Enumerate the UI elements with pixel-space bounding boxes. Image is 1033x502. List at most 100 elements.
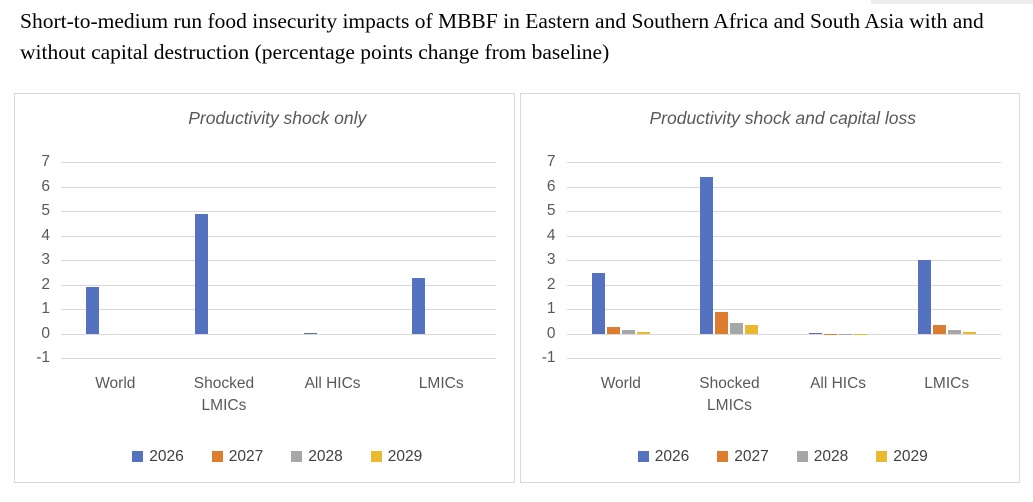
- bars-shocked-lmics: [194, 162, 253, 358]
- y-axis-tick-1: 1: [546, 300, 556, 318]
- gridline-0: [61, 333, 496, 335]
- gridline-2: [566, 284, 1001, 286]
- category-label-text: World: [95, 375, 136, 393]
- bar-2026-all-hics: [809, 332, 823, 334]
- legend-item-2026: 2026: [637, 447, 690, 466]
- legend-swatch-2026: [132, 451, 144, 463]
- gridline-6: [566, 186, 1001, 188]
- category-label-text: LMICs: [418, 375, 464, 393]
- bar-2027-all-hics: [824, 333, 838, 336]
- category-label-shocked-lmics: Shocked LMICs: [170, 373, 279, 416]
- category-group-world: [61, 162, 170, 358]
- legend-swatch-2028: [796, 451, 808, 463]
- legend-swatch-2027: [211, 451, 223, 463]
- legend-item-2029: 2029: [876, 448, 928, 466]
- gridline-5: [566, 211, 1001, 213]
- legend-label-2028: 2028: [813, 447, 849, 465]
- x-axis-category-labels: World Shocked LMICs All HICs LMICs: [61, 373, 496, 416]
- bar-2028-shocked-lmics: [730, 322, 744, 334]
- y-axis-tick-6: 6: [41, 177, 50, 195]
- y-axis-tick-3: 3: [41, 251, 50, 269]
- chart-productivity-shock-and-capital-loss: Productivity shock and capital loss 7 6 5 4…: [519, 93, 1020, 484]
- gridline-3: [61, 260, 496, 262]
- y-axis-tick-1: 1: [41, 300, 50, 318]
- category-label-text: All HICs: [810, 375, 867, 393]
- category-label-text: Shocked LMICs: [699, 375, 760, 415]
- category-group-shocked-lmics: [675, 162, 784, 358]
- category-group-lmics: [892, 162, 1001, 358]
- legend-item-2026: 2026: [132, 447, 184, 466]
- bar-2027-lmics: [932, 325, 946, 334]
- bar-2029-all-hics: [854, 333, 868, 335]
- bars-all-hics: [303, 162, 362, 358]
- bar-2026-lmics: [412, 277, 426, 334]
- y-axis-tick-4: 4: [546, 226, 556, 244]
- legend-swatch-2027: [717, 451, 729, 463]
- category-label-all-hics: All HICs: [278, 373, 387, 416]
- bars-world: [86, 162, 144, 358]
- y-axis-tick-2: 2: [41, 275, 50, 293]
- legend-label-2027: 2027: [734, 447, 769, 465]
- category-label-text: All HICs: [304, 375, 361, 393]
- legend-label-2029: 2029: [387, 447, 423, 465]
- plot-area: 7 6 5 4 3 2 1 0 -1: [36, 153, 496, 366]
- y-axis-tick-3: 3: [546, 251, 556, 269]
- bars-lmics: [917, 162, 976, 358]
- x-axis-category-labels: World Shocked LMICs All HICs LMICs: [567, 373, 1002, 416]
- figure-title: Short-to-medium run food insecurity impa…: [20, 9, 984, 64]
- gridline-7: [566, 162, 1001, 164]
- category-label-all-hics: All HICs: [784, 373, 893, 416]
- bars-lmics: [412, 162, 470, 358]
- gridline-4: [566, 235, 1001, 237]
- legend: 2026 2027 2028 2029: [59, 448, 496, 466]
- bars-shocked-lmics: [700, 162, 759, 358]
- y-axis-tick-5: 5: [546, 202, 556, 220]
- gridline-3: [566, 260, 1001, 262]
- bar-2028-all-hics: [839, 333, 853, 336]
- bar-2026-world: [86, 287, 100, 334]
- y-axis-tick-0: 0: [546, 324, 556, 342]
- legend-item-2027: 2027: [717, 447, 769, 466]
- legend: 2026 2027 2028 2029: [565, 448, 1002, 466]
- plot-area: 7 6 5 4 3 2 1 0 -1: [542, 153, 1001, 366]
- legend-swatch-2026: [637, 451, 649, 463]
- chart-title: Productivity shock and capital loss: [649, 108, 917, 129]
- bar-2026-world: [591, 272, 605, 334]
- legend-label-2026: 2026: [149, 447, 184, 465]
- category-label-world: World: [61, 373, 170, 416]
- category-label-text: LMICs: [924, 375, 970, 393]
- y-axis-tick-6: 6: [546, 177, 556, 195]
- legend-item-2028: 2028: [291, 448, 343, 466]
- category-label-shocked-lmics: Shocked LMICs: [675, 373, 784, 416]
- gridline-6: [61, 186, 496, 188]
- category-label-lmics: LMICs: [892, 373, 1001, 416]
- chart-productivity-shock-only: Productivity shock only 7 6 5 4 3 2 1 0 -1 World…: [14, 93, 515, 484]
- window-edge-artifact: [871, 0, 1033, 4]
- bar-2029-shocked-lmics: [745, 325, 759, 334]
- bars-all-hics: [809, 162, 868, 358]
- category-group-lmics: [387, 162, 496, 358]
- chart-title: Productivity shock only: [188, 108, 367, 129]
- legend-item-2028: 2028: [796, 447, 849, 466]
- y-axis-tick-4: 4: [41, 226, 50, 244]
- legend-swatch-2028: [291, 451, 303, 463]
- y-axis-tick-5: 5: [41, 202, 50, 220]
- category-group-all-hics: [784, 162, 893, 358]
- gridline-7: [61, 162, 496, 164]
- y-axis-tick-0: 0: [41, 324, 50, 342]
- bars-world: [591, 162, 650, 358]
- gridline-2: [61, 284, 496, 286]
- bar-groups: [61, 162, 496, 358]
- legend-label-2026: 2026: [654, 447, 690, 465]
- gridline--1: [566, 358, 1001, 360]
- bar-2029-world: [636, 332, 650, 334]
- legend-item-2027: 2027: [211, 448, 263, 466]
- legend-swatch-2029: [370, 451, 382, 463]
- category-group-world: [567, 162, 676, 358]
- category-group-shocked-lmics: [170, 162, 279, 358]
- y-axis-tick-7: 7: [41, 153, 50, 171]
- gridline-5: [61, 211, 496, 213]
- bar-2027-shocked-lmics: [715, 311, 729, 334]
- gridline-0: [566, 333, 1001, 335]
- bar-2026-shocked-lmics: [700, 177, 714, 334]
